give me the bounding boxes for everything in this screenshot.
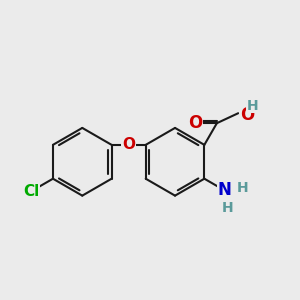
Text: H: H [222,201,233,215]
Text: O: O [188,114,202,132]
Text: N: N [218,182,232,200]
Text: O: O [240,106,254,124]
Text: H: H [247,99,258,113]
Text: O: O [122,137,135,152]
Text: H: H [236,181,248,194]
Text: Cl: Cl [23,184,39,199]
